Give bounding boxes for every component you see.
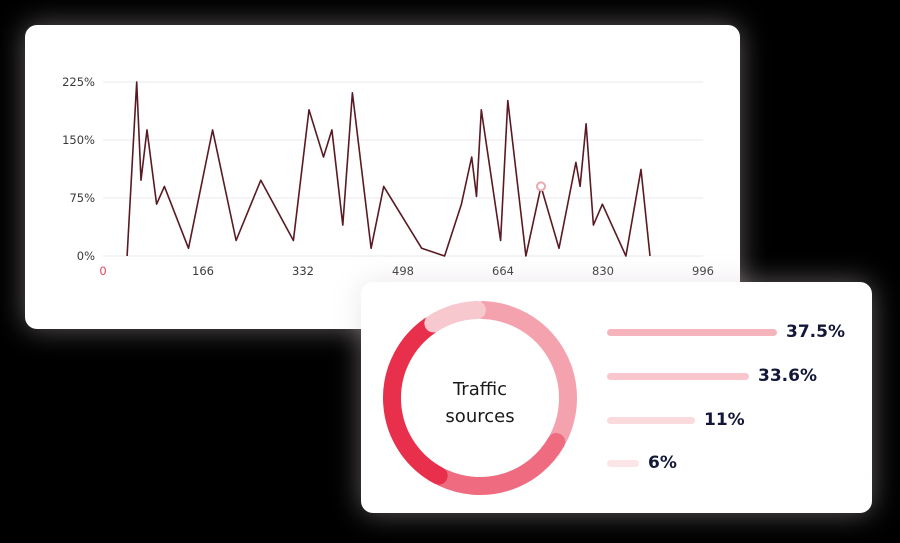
donut-segment[interactable] — [383, 316, 448, 485]
legend-value: 33.6% — [758, 366, 817, 386]
x-tick-label: 166 — [192, 264, 214, 278]
donut-chart — [383, 301, 577, 495]
legend-row: 37.5% — [607, 320, 845, 344]
donut-center-label: Traffic sources — [401, 376, 559, 430]
x-tick-label: 664 — [492, 264, 514, 278]
legend-bar — [607, 459, 639, 467]
chart-grid — [103, 81, 703, 257]
x-tick-label: 498 — [392, 264, 414, 278]
x-tick-label: 332 — [292, 264, 314, 278]
legend-bar — [607, 328, 777, 336]
x-tick-label: 996 — [692, 264, 714, 278]
legend-bar — [607, 416, 695, 424]
legend-row: 33.6% — [607, 364, 817, 388]
x-tick-label: 830 — [592, 264, 614, 278]
legend-bar — [607, 372, 749, 380]
donut-segment[interactable] — [474, 301, 577, 447]
donut-center-line2: sources — [445, 406, 515, 427]
y-tick-label: 150% — [62, 133, 95, 147]
y-tick-label: 75% — [69, 191, 95, 205]
y-tick-label: 0% — [77, 249, 95, 263]
legend-value: 11% — [704, 410, 745, 430]
y-tick-label: 225% — [62, 75, 95, 89]
series-line — [126, 81, 651, 257]
legend-row: 6% — [607, 451, 677, 475]
legend-row: 11% — [607, 408, 745, 432]
legend-value: 6% — [648, 453, 677, 473]
legend-value: 37.5% — [786, 322, 845, 342]
highlight-point[interactable] — [536, 181, 546, 192]
donut-segment[interactable] — [433, 433, 566, 495]
donut-segment[interactable] — [424, 301, 486, 333]
donut-center-line1: Traffic — [452, 379, 508, 400]
line-chart: 225% 150% 75% 0% 0 166 332 498 664 830 996 — [62, 75, 714, 278]
x-tick-label: 0 — [99, 264, 106, 278]
traffic-sources-card: Traffic sources 37.5% 33.6% 11% 6% — [361, 282, 872, 513]
y-axis-ticks: 225% 150% 75% 0% — [62, 75, 95, 263]
line-chart-card: 225% 150% 75% 0% 0 166 332 498 664 830 996 — [25, 25, 740, 329]
x-axis-ticks: 0 166 332 498 664 830 996 — [99, 264, 714, 278]
